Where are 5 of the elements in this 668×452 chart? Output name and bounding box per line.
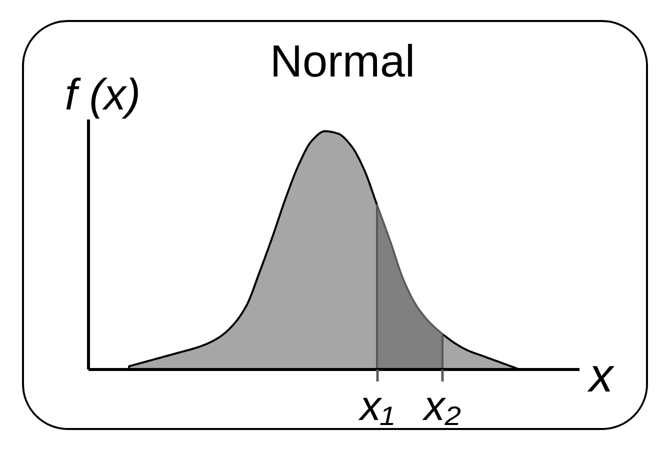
x-axis-title: x xyxy=(587,349,616,402)
y-axis-title: f (x) xyxy=(64,70,141,120)
x-tick-label: x₂ xyxy=(422,382,461,429)
chart-title: Normal xyxy=(270,36,416,86)
x-tick-label: x₁ xyxy=(358,382,394,429)
